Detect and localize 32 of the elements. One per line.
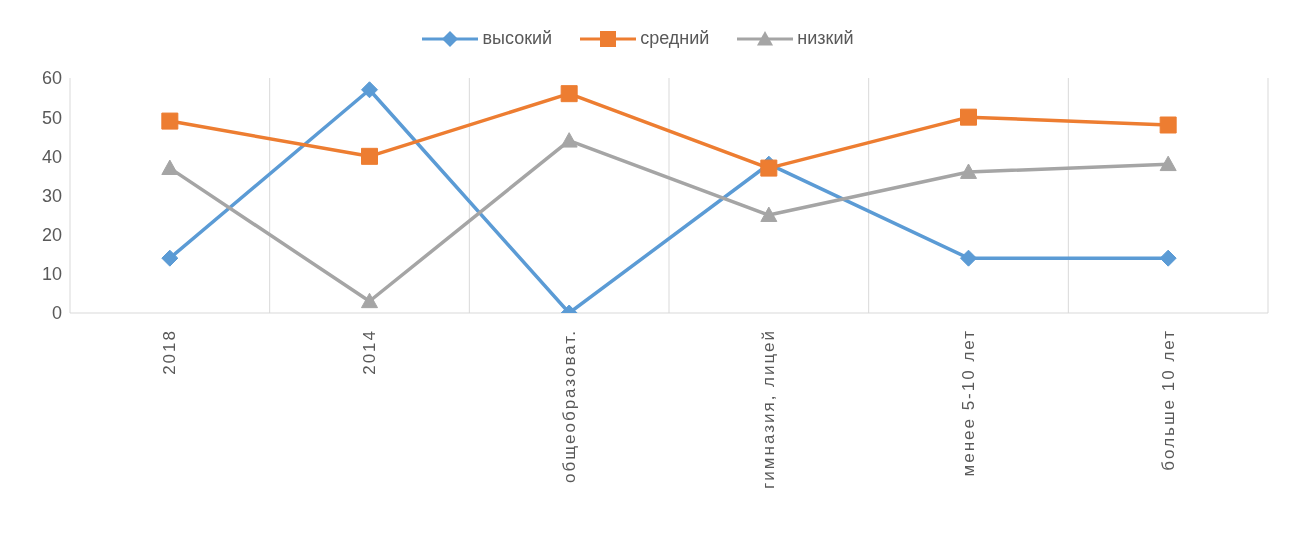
x-tick-label: гимназия, лицей xyxy=(759,329,779,489)
point xyxy=(361,292,378,309)
point xyxy=(1159,249,1177,267)
y-tick-label: 30 xyxy=(41,185,62,206)
point xyxy=(361,81,378,99)
point xyxy=(1159,155,1177,172)
point xyxy=(161,112,179,130)
point xyxy=(960,163,977,179)
point xyxy=(1159,116,1177,134)
x-tick-label: 2014 xyxy=(360,329,379,375)
y-tick-label: 10 xyxy=(41,264,62,285)
point xyxy=(361,147,378,165)
x-tick-label: 2018 xyxy=(160,329,180,375)
point xyxy=(960,249,977,267)
point xyxy=(760,159,778,177)
legend-label: низкий xyxy=(797,28,854,49)
point xyxy=(560,85,578,103)
y-tick-label: 0 xyxy=(51,303,62,324)
legend-label: высокий xyxy=(482,28,553,49)
point xyxy=(760,206,778,222)
y-tick-label: 60 xyxy=(41,68,62,89)
point xyxy=(960,108,977,126)
legend-label: средний xyxy=(640,28,710,49)
y-tick-label: 50 xyxy=(41,107,62,128)
point xyxy=(161,249,179,267)
x-tick-label: общеобразоват. xyxy=(559,329,579,483)
x-tick-label: больше 10 лет xyxy=(1158,329,1178,471)
point xyxy=(560,132,578,148)
x-tick-label: менее 5-10 лет xyxy=(959,329,978,477)
point xyxy=(161,159,179,175)
y-tick-label: 20 xyxy=(41,225,62,246)
y-tick-label: 40 xyxy=(41,146,62,167)
